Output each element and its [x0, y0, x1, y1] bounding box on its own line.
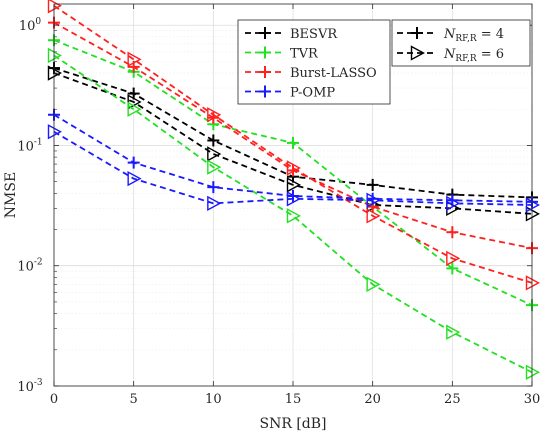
legend-label: TVR: [290, 47, 319, 62]
series-burst-lasso-triangle: [47, 0, 540, 291]
data-point: [207, 195, 222, 212]
data-point: [286, 177, 301, 193]
x-tick-label: 0: [50, 392, 58, 407]
data-point: [446, 195, 461, 212]
legend-label: P-OMP: [290, 86, 335, 101]
series-layer: [47, 0, 540, 380]
legend-symbol: N: [443, 27, 456, 42]
legend-label: Burst-LASSO: [290, 66, 377, 81]
series-p-omp-triangle: [47, 124, 540, 213]
x-tick-label: 10: [205, 392, 222, 407]
x-tick-label: 20: [364, 392, 381, 407]
legend-label: NRF,R = 4: [443, 27, 504, 44]
y-tick-exponent: -3: [34, 378, 43, 388]
x-tick-label: 15: [285, 392, 302, 407]
data-point: [127, 94, 142, 110]
y-tick-exponent: 0: [35, 17, 41, 27]
legend-entry-burst-lasso: Burst-LASSO: [245, 66, 377, 81]
y-tick-exponent: -2: [34, 258, 43, 268]
y-axis-title: NMSE: [3, 172, 19, 218]
x-tick-label: 5: [130, 392, 138, 407]
x-tick-label: 30: [524, 392, 541, 407]
data-point: [446, 324, 461, 340]
data-point: [207, 107, 222, 123]
legend-entry-plus: NRF,R = 4: [397, 27, 504, 44]
data-point: [47, 65, 62, 81]
series-tvr-triangle: [47, 47, 540, 380]
data-point: [127, 51, 142, 68]
legend-rhs: = 4: [477, 27, 504, 42]
data-point: [525, 206, 540, 222]
data-point: [286, 191, 301, 207]
legend-symbol: N: [443, 47, 456, 62]
data-point: [366, 276, 381, 293]
series-line: [53, 130, 533, 206]
x-axis-title: SNR [dB]: [259, 416, 326, 432]
data-point: [286, 208, 301, 224]
data-point: [47, 0, 62, 14]
data-point: [47, 47, 62, 64]
data-point: [47, 124, 62, 140]
data-point: [207, 146, 222, 162]
legend-subscript: RF,R: [455, 34, 476, 44]
data-point: [127, 101, 142, 117]
data-point: [446, 250, 461, 267]
legend-subscript: RF,R: [455, 54, 476, 64]
legend-rhs: = 6: [477, 47, 504, 62]
data-point: [366, 208, 381, 224]
legend-label: NRF,R = 6: [443, 47, 504, 64]
data-point: [525, 197, 540, 213]
data-point: [286, 160, 301, 176]
data-point: [127, 170, 142, 187]
y-tick-exponent: -1: [34, 137, 43, 147]
series-line: [53, 5, 533, 284]
legend-entry-tvr: TVR: [245, 46, 319, 62]
legend-label: BESVR: [290, 27, 338, 42]
legend-entry-besvr: BESVR: [245, 27, 338, 42]
legend-marker: [410, 45, 425, 61]
legend-entry-p-omp: P-OMP: [245, 85, 335, 101]
series-line: [53, 54, 533, 374]
data-point: [366, 192, 381, 208]
x-tick-label: 25: [444, 392, 461, 407]
legend-entry-triangle: NRF,R = 6: [397, 45, 504, 64]
data-point: [207, 159, 222, 175]
data-point: [525, 364, 540, 380]
data-point: [525, 275, 540, 291]
legend-methods: BESVR TVR Burst-LASSO P-OMP: [237, 19, 391, 105]
series-besvr-triangle: [47, 65, 540, 222]
series-line: [53, 72, 533, 215]
